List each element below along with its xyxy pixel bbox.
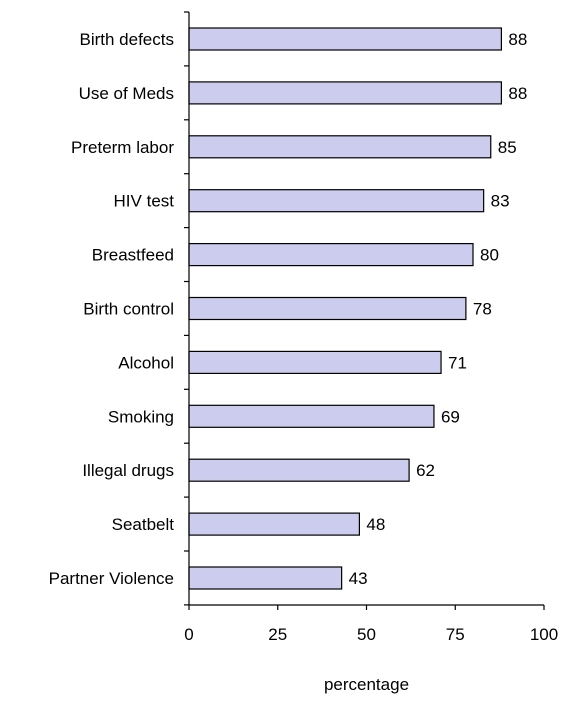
ticks-layer <box>184 11 545 610</box>
bar <box>188 27 502 51</box>
bars-layer <box>188 27 502 590</box>
category-label: Smoking <box>108 407 174 426</box>
x-tick-label: 0 <box>184 625 193 644</box>
x-tick-label: 75 <box>446 625 465 644</box>
data-label: 88 <box>508 84 527 103</box>
data-label: 43 <box>349 569 368 588</box>
category-label: Preterm labor <box>71 138 174 157</box>
bar <box>188 566 343 590</box>
category-label: Use of Meds <box>79 84 174 103</box>
data-label: 88 <box>508 30 527 49</box>
data-label: 78 <box>473 300 492 319</box>
bar <box>188 243 474 267</box>
bar <box>188 296 467 321</box>
labels-layer: 0 25 50 75 100 Birth defects 88 Use of Meds 88 Pr… <box>49 30 559 644</box>
category-label: Birth defects <box>80 30 175 49</box>
x-tick-label: 25 <box>268 625 287 644</box>
data-label: 80 <box>480 246 499 265</box>
category-label: Birth control <box>83 300 174 319</box>
data-label: 62 <box>416 461 435 480</box>
category-label: Seatbelt <box>112 515 175 534</box>
category-label: Illegal drugs <box>82 461 174 480</box>
bar <box>188 458 410 482</box>
x-axis-title: percentage <box>324 675 409 694</box>
data-label: 71 <box>448 353 467 372</box>
bar <box>188 512 360 536</box>
bar <box>188 189 485 213</box>
bar <box>188 404 435 428</box>
category-label: Alcohol <box>118 353 174 372</box>
bar <box>188 135 492 159</box>
x-tick-label: 50 <box>357 625 376 644</box>
category-label: Breastfeed <box>92 246 174 265</box>
data-label: 48 <box>366 515 385 534</box>
category-label: HIV test <box>114 192 175 211</box>
data-label: 69 <box>441 407 460 426</box>
bar <box>188 350 442 374</box>
data-label: 83 <box>491 192 510 211</box>
data-label: 85 <box>498 138 517 157</box>
category-label: Partner Violence <box>49 569 174 588</box>
x-tick-label: 100 <box>530 625 558 644</box>
bar <box>188 81 502 105</box>
